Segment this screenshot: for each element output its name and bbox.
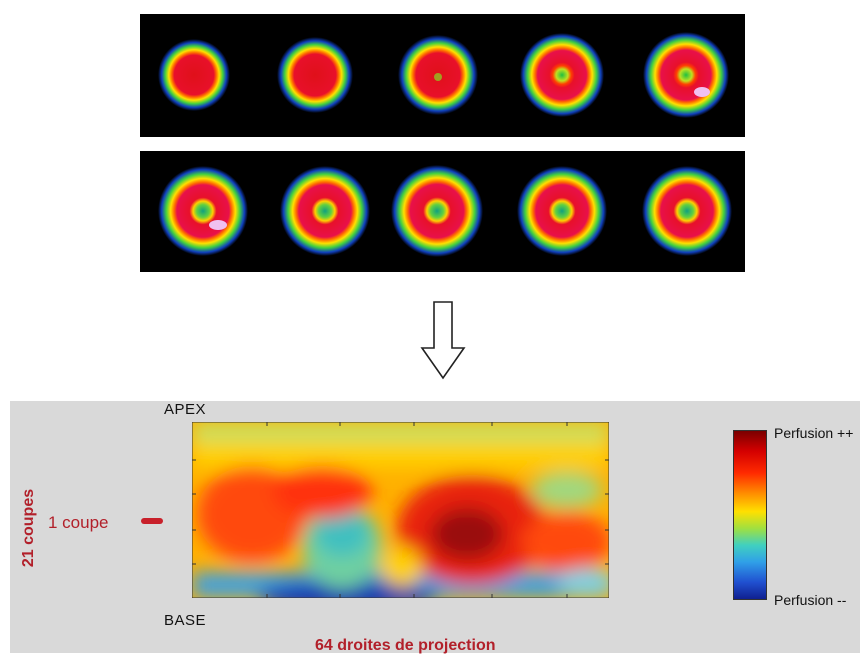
- polar-map-heatmap: [192, 422, 609, 598]
- myocardial-slice-4: [520, 33, 604, 117]
- down-arrow-icon: [420, 301, 466, 380]
- base-label: BASE: [164, 612, 207, 629]
- colorbar-top-label: Perfusion ++: [774, 425, 854, 441]
- myocardial-slice-10: [642, 166, 732, 256]
- x-axis-label: 64 droites de projection: [315, 637, 496, 654]
- myocardial-slice-2: [277, 37, 353, 113]
- colorbar-bottom-label: Perfusion --: [774, 592, 847, 608]
- myocardial-slice-7: [280, 166, 370, 256]
- polar-map-panel: APEX BASE 64 droites de projection 21 co…: [10, 401, 860, 654]
- myocardial-slice-8: [391, 165, 483, 257]
- slice-label: 1 coupe: [48, 513, 109, 532]
- myocardial-slice-6: [158, 166, 248, 256]
- slice-strip-bottom: [140, 151, 745, 272]
- slice-strip-top-svg: [158, 32, 729, 118]
- heatmap-ticks: [192, 422, 609, 598]
- apex-label: APEX: [164, 401, 207, 418]
- slice-strip-bottom-svg: [158, 165, 732, 257]
- y-axis-label: 21 coupes: [20, 488, 37, 568]
- myocardial-slice-1: [158, 39, 230, 111]
- slice-marker: [141, 518, 163, 524]
- myocardial-slice-9: [517, 166, 607, 256]
- perfusion-colorbar: [733, 430, 767, 600]
- myocardial-slice-5: [643, 32, 729, 118]
- slice-strip-top: [140, 14, 745, 137]
